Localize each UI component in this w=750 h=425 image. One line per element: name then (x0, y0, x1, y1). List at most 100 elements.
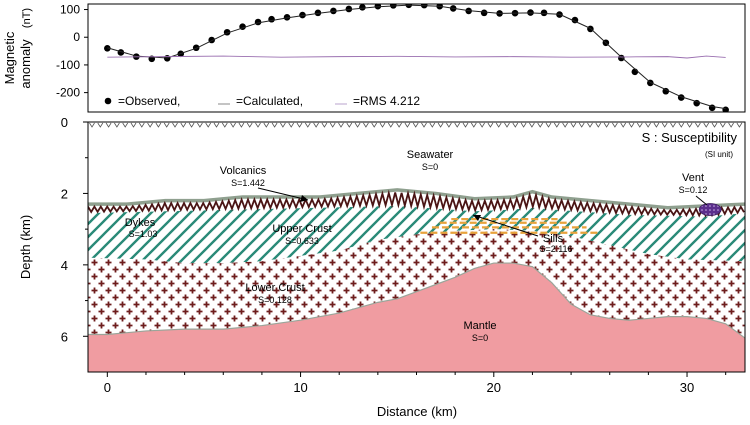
sea-surface-tick (612, 122, 618, 128)
top-y-axis-label-anomaly: anomaly (18, 39, 33, 89)
susceptibility-title: S : Susceptibility (642, 130, 738, 145)
top-y-tick-label: 0 (73, 30, 80, 44)
sea-surface-tick (114, 122, 120, 128)
sea-surface-tick (479, 122, 485, 128)
sea-surface-tick (105, 122, 112, 128)
sea-surface-tick (504, 122, 510, 128)
top-y-axis: 100 0 -100 -200 (56, 3, 88, 100)
sea-surface-tick (437, 122, 444, 128)
sea-surface-tick (661, 122, 668, 128)
legend-observed-label: =Observed, (118, 94, 180, 108)
depth-axis: 0 2 4 6 (61, 115, 88, 344)
x-axis-label: Distance (km) (377, 404, 457, 419)
sea-surface-tick (562, 122, 568, 128)
sea-surface-tick (620, 122, 627, 128)
sea-surface-tick (363, 122, 369, 128)
mantle-boundary (88, 262, 745, 339)
model-layers (88, 122, 745, 372)
volcanics-arrow (257, 187, 309, 201)
vent-arrow (695, 195, 708, 206)
sea-surface-tick (454, 122, 461, 128)
x-tick-label: 20 (487, 380, 501, 395)
depth-tick-label: 6 (61, 329, 68, 344)
sea-surface-tick (412, 122, 419, 128)
upper-crust-label: Upper Crust (272, 223, 331, 235)
magnetic-anomaly-panel: 100 0 -100 -200 Magnetic anomaly (nT) =Obse… (2, 3, 746, 113)
observed-point (104, 45, 111, 52)
sea-surface-tick (529, 122, 535, 128)
sea-surface-tick (296, 122, 303, 128)
sea-surface-tick (180, 122, 187, 128)
dykes-value: S=1.03 (129, 229, 158, 239)
sea-surface-tick (138, 122, 145, 128)
depth-axis-label: Depth (km) (18, 215, 33, 279)
sea-surface-tick (421, 122, 427, 128)
vent-body (698, 203, 722, 216)
sea-surface-tick (246, 122, 253, 128)
sea-surface-tick (197, 122, 203, 128)
volcanics-label: Volcanics (220, 165, 267, 177)
sea-surface-tick (645, 122, 651, 128)
sea-surface-tick (446, 122, 452, 128)
sea-surface-tick (404, 122, 411, 128)
depth-tick-label: 2 (61, 186, 68, 201)
observed-point (420, 4, 428, 9)
sea-surface-tick (520, 122, 527, 128)
observed-point (359, 4, 366, 11)
sills-arrow (472, 214, 539, 237)
sea-surface-tick (396, 122, 402, 128)
sea-surface-tick (205, 122, 212, 128)
observed-point (314, 9, 322, 17)
anomaly-series (104, 4, 729, 112)
sea-surface-tick (545, 122, 552, 128)
series-calculated-line (107, 4, 726, 110)
sea-surface-tick (628, 122, 635, 128)
sea-surface-tick (570, 122, 577, 128)
top-y-axis-label-unit: (nT) (21, 8, 33, 28)
upper-crust-value: S=0.633 (285, 236, 319, 246)
sea-surface-tick (462, 122, 469, 128)
observed-point (330, 7, 337, 15)
vent-value: S=0.12 (679, 185, 708, 195)
top-y-tick-label: -100 (56, 58, 80, 72)
sea-surface-tick (670, 122, 676, 128)
x-tick-label: 0 (104, 380, 111, 395)
sea-surface-tick (595, 122, 602, 128)
sea-surface-tick (387, 122, 394, 128)
sea-surface-tick (221, 122, 228, 128)
sea-surface-tick (89, 122, 95, 128)
volcanics-arrowhead (300, 195, 308, 202)
sea-surface-tick (578, 122, 585, 128)
volcanics-value: S=1.442 (231, 178, 265, 188)
sea-surface-tick (321, 122, 328, 128)
x-axis: 0 10 20 30 (104, 372, 727, 395)
sea-surface-tick (338, 122, 344, 128)
dykes-label: Dykes (125, 217, 156, 229)
sea-surface-tick (230, 122, 236, 128)
sea-surface-tick (711, 122, 718, 128)
series-rms-line (107, 55, 726, 59)
mantle-label: Mantle (463, 320, 496, 332)
sea-surface-tick (719, 122, 726, 128)
top-y-tick-label: 100 (60, 3, 80, 17)
sea-surface-tick (147, 122, 153, 128)
susceptibility-unit: (SI unit) (705, 150, 733, 159)
seawater-value: S=0 (422, 162, 438, 172)
sills-value: S=2.116 (539, 244, 572, 254)
sea-surface-tick (329, 122, 336, 128)
sea-surface-tick (636, 122, 643, 128)
observed-point (283, 13, 291, 21)
observed-point (540, 9, 548, 17)
observed-point (436, 4, 443, 10)
sea-surface-tick (587, 122, 593, 128)
observed-point (618, 54, 625, 62)
layer-annotations: Seawater S=0 Volcanics S=1.442 Dykes S=1… (125, 149, 708, 343)
volcanics-top-band (88, 188, 745, 210)
sea-surface-tick (379, 122, 386, 128)
mantle-value: S=0 (472, 333, 488, 343)
lower-crust-label: Lower Crust (245, 282, 304, 294)
observed-point (299, 11, 306, 19)
top-y-axis-label-line2: anomaly (nT) (18, 8, 33, 89)
sea-surface-tick (280, 122, 286, 128)
